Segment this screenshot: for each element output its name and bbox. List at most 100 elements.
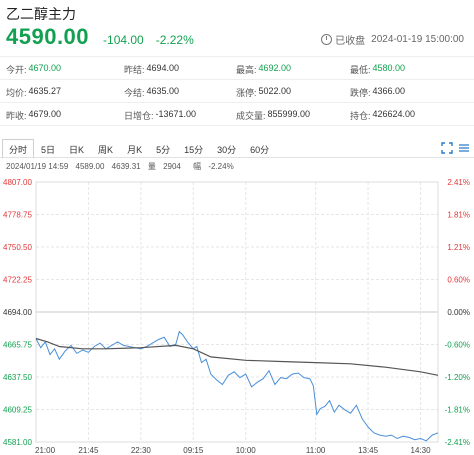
plot-frame xyxy=(35,181,439,443)
y-tick-label-left: 4637.50 xyxy=(3,373,32,382)
last-price: 4590.00 xyxy=(6,24,90,49)
price-change: -104.00 xyxy=(103,33,144,47)
x-tick-label: 14:30 xyxy=(411,446,432,455)
average-price-line xyxy=(35,337,439,376)
period-tab[interactable]: 分时 xyxy=(2,139,35,159)
y-tick-label-right: 1.81% xyxy=(447,211,470,220)
stat-value: 4692.00 xyxy=(258,63,292,73)
period-tab[interactable]: 60分 xyxy=(250,145,270,155)
stat-cell: 日增仓: -13671.00 xyxy=(124,109,196,122)
y-tick-label-right: -1.81% xyxy=(445,406,470,415)
stat-value: 4635.27 xyxy=(28,86,62,96)
info-amplitude: -2.24% xyxy=(208,162,234,171)
stat-value: 5022.00 xyxy=(258,86,292,96)
stats-row: 今开: 4670.00 昨结: 4694.00 最高: 4692.00 最低: 4580.00 xyxy=(0,56,474,80)
y-tick-label-right: 0.60% xyxy=(447,276,470,285)
stat-cell: 均价: 4635.27 xyxy=(6,86,61,99)
stat-label: 昨收: xyxy=(6,111,27,121)
period-tab[interactable]: 30分 xyxy=(217,145,237,155)
y-tick-label-left: 4581.00 xyxy=(3,438,32,447)
tab-divider xyxy=(0,157,474,158)
stat-cell: 最高: 4692.00 xyxy=(236,63,291,76)
stat-label: 今结: xyxy=(124,88,145,98)
status-datetime: 2024-01-19 15:00:00 xyxy=(371,34,464,45)
y-tick-label-right: 0.00% xyxy=(447,308,470,317)
price-row: 4590.00 -104.00 -2.22% xyxy=(6,24,194,52)
period-tab[interactable]: 周K xyxy=(98,145,114,155)
info-amplitude-label: 幅 xyxy=(193,162,202,171)
status-text: 已收盘 xyxy=(335,36,366,47)
info-volume-label: 量 xyxy=(147,162,156,171)
market-status: 已收盘 2024-01-19 15:00:00 xyxy=(321,32,464,47)
clock-icon xyxy=(321,34,333,45)
period-tabs: 分时 5日 日K 周K 月K 5分 15分 30分 60分 xyxy=(2,139,276,159)
period-tab[interactable]: 月K xyxy=(127,145,143,155)
stat-label: 最低: xyxy=(350,65,371,75)
stat-cell: 昨收: 4679.00 xyxy=(6,109,61,122)
stats-row: 均价: 4635.27 今结: 4635.00 涨停: 5022.00 跌停: 4366.00 xyxy=(0,80,474,103)
y-tick-label-left: 4665.75 xyxy=(3,341,32,350)
stat-cell: 今结: 4635.00 xyxy=(124,86,179,99)
stat-cell: 最低: 4580.00 xyxy=(350,63,405,76)
stats-row: 昨收: 4679.00 日增仓: -13671.00 成交量: 855999.00 持仓: 4… xyxy=(0,103,474,126)
info-avg: 4639.31 xyxy=(111,162,141,171)
stat-value: 4694.00 xyxy=(146,63,180,73)
y-tick-label-left: 4778.75 xyxy=(3,211,32,220)
x-tick-label: 11:00 xyxy=(306,446,326,455)
stat-cell: 成交量: 855999.00 xyxy=(236,109,310,122)
x-tick-label: 21:00 xyxy=(35,446,56,455)
stat-value: 4679.00 xyxy=(28,109,62,119)
info-volume: 2904 xyxy=(163,162,181,171)
stat-cell: 今开: 4670.00 xyxy=(6,63,61,76)
x-tick-label: 10:00 xyxy=(236,446,257,455)
stat-label: 成交量: xyxy=(236,111,266,121)
stat-value: 4635.00 xyxy=(146,86,180,96)
y-tick-label-right: -0.60% xyxy=(445,341,470,350)
y-tick-label-left: 4807.00 xyxy=(3,178,32,187)
stat-value: 426624.00 xyxy=(372,109,416,119)
page-title: 乙二醇主力 xyxy=(6,6,76,22)
stat-cell: 昨结: 4694.00 xyxy=(124,63,179,76)
quote-stats-table: 今开: 4670.00 昨结: 4694.00 最高: 4692.00 最低: 4580.00… xyxy=(0,56,474,126)
stat-value: 4670.00 xyxy=(28,63,62,73)
y-tick-label-right: 2.41% xyxy=(447,178,470,187)
stat-label: 均价: xyxy=(6,88,27,98)
stat-label: 今开: xyxy=(6,65,27,75)
x-tick-label: 13:45 xyxy=(358,446,379,455)
y-tick-label-left: 4609.25 xyxy=(3,406,32,415)
expand-icon[interactable] xyxy=(441,142,453,154)
y-tick-label-right: 1.21% xyxy=(447,243,470,252)
price-change-percent: -2.22% xyxy=(155,33,194,47)
stat-label: 日增仓: xyxy=(124,111,154,121)
price-line xyxy=(35,330,439,442)
x-tick-label: 09:15 xyxy=(183,446,204,455)
period-tab[interactable]: 5日 xyxy=(41,145,56,155)
stat-value: 4366.00 xyxy=(372,86,406,96)
crosshair-info: 2024/01/19 14:59 4589.00 4639.31 量 2904 … xyxy=(6,161,244,172)
y-tick-label-left: 4722.25 xyxy=(3,276,32,285)
x-tick-label: 22:30 xyxy=(131,446,152,455)
y-tick-label-right: -1.20% xyxy=(445,373,470,382)
period-tab[interactable]: 15分 xyxy=(184,145,204,155)
stat-label: 昨结: xyxy=(124,65,145,75)
y-tick-label-right: -2.41% xyxy=(445,438,470,447)
y-tick-label-left: 4694.00 xyxy=(3,308,32,317)
menu-icon[interactable] xyxy=(457,141,471,155)
y-tick-label-left: 4750.50 xyxy=(3,243,32,252)
stat-label: 最高: xyxy=(236,65,257,75)
stat-value: -13671.00 xyxy=(155,109,197,119)
stat-cell: 持仓: 426624.00 xyxy=(350,109,415,122)
x-tick-label: 21:45 xyxy=(78,446,99,455)
stat-label: 跌停: xyxy=(350,88,371,98)
info-date: 2024/01/19 14:59 xyxy=(6,162,69,171)
stat-value: 4580.00 xyxy=(372,63,406,73)
period-tab[interactable]: 5分 xyxy=(156,145,171,155)
period-tab[interactable]: 日K xyxy=(69,145,85,155)
stat-value: 855999.00 xyxy=(267,109,311,119)
stat-label: 持仓: xyxy=(350,111,371,121)
stat-label: 涨停: xyxy=(236,88,257,98)
stat-cell: 跌停: 4366.00 xyxy=(350,86,405,99)
info-price: 4589.00 xyxy=(75,162,105,171)
stat-cell: 涨停: 5022.00 xyxy=(236,86,291,99)
